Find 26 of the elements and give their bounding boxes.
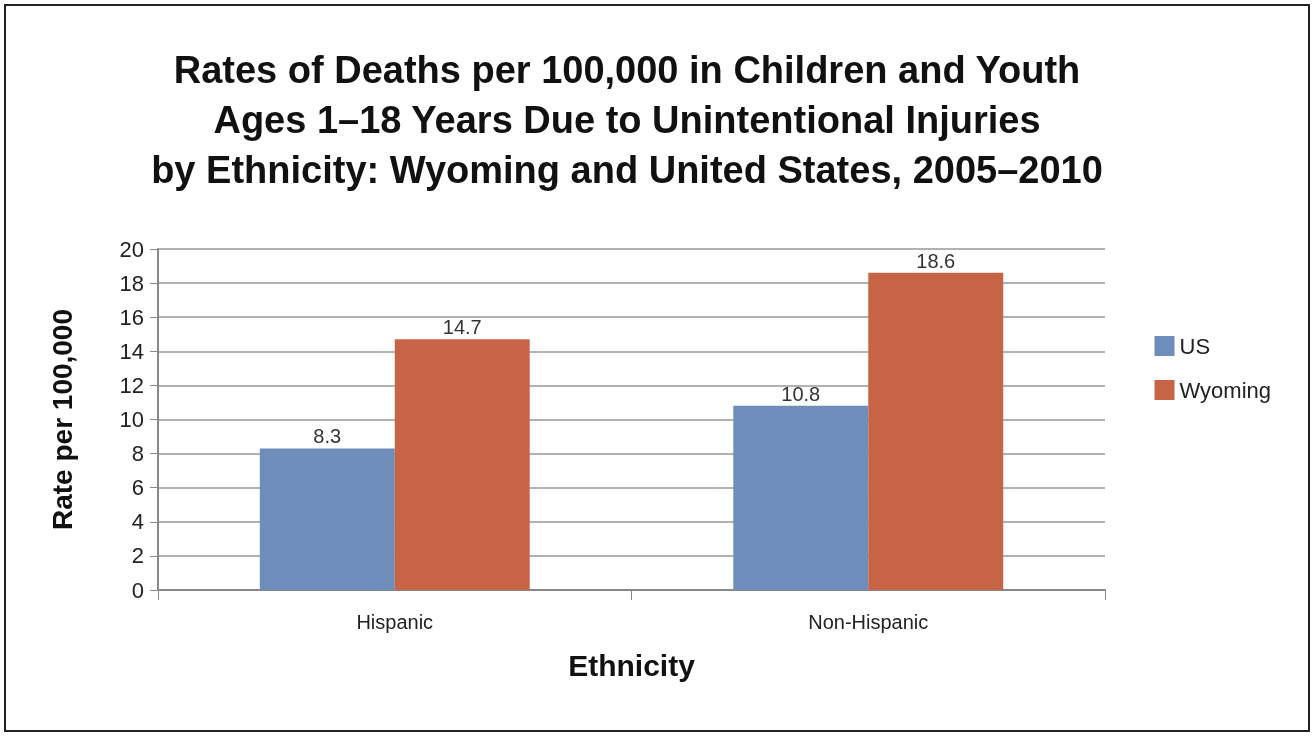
bar (259, 448, 395, 590)
y-tick-label: 8 (131, 441, 144, 467)
y-axis-title: Rate per 100,000 (46, 308, 78, 531)
y-tick-label: 0 (131, 577, 144, 603)
y-tick-label: 10 (119, 407, 144, 432)
bar (868, 272, 1004, 590)
y-tick-label: 14 (119, 338, 144, 364)
y-tick-label: 18 (119, 270, 144, 296)
x-tick-label: Hispanic (356, 611, 434, 633)
y-tick-label: 6 (131, 475, 144, 501)
x-axis-title: Ethnicity (568, 648, 696, 682)
y-tick-label: 12 (119, 372, 144, 398)
data-label: 18.6 (916, 249, 956, 272)
bar (394, 339, 530, 590)
y-tick-label: 16 (119, 304, 144, 330)
x-tick-label: Non-Hispanic (808, 611, 929, 633)
data-label: 14.7 (442, 316, 482, 339)
y-tick-label: 2 (131, 543, 144, 569)
chart-title: Rates of Deaths per 100,000 in Children and Youth Ages 1–18 Years Due to Unintentional Injuries by Ethnicity: Wyoming and United States, 2005–2010 (151, 49, 1103, 191)
legend-label: Wyoming (1179, 377, 1272, 403)
bar (733, 405, 869, 590)
data-label: 8.3 (313, 425, 342, 448)
legend-label: US (1179, 333, 1211, 359)
data-label: 10.8 (781, 382, 821, 405)
y-tick-label: 20 (119, 236, 144, 262)
y-tick-label: 4 (131, 509, 144, 535)
